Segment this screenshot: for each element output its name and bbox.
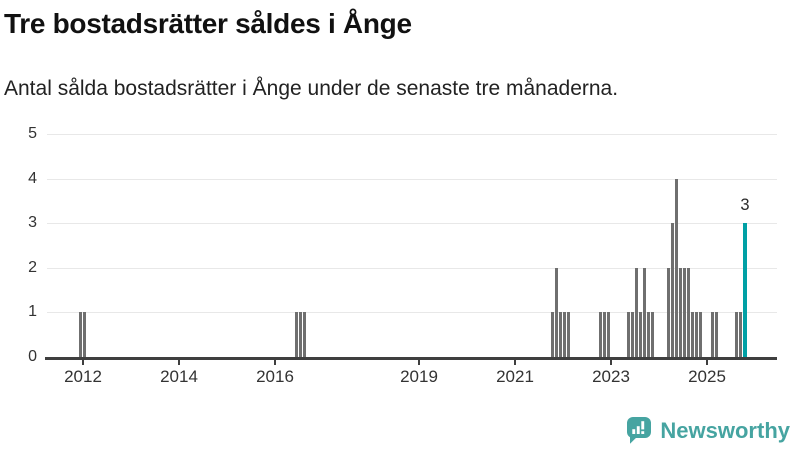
bar-value-label: 3 — [740, 196, 750, 215]
bar — [79, 312, 82, 357]
newsworthy-logo-icon — [627, 417, 652, 444]
y-gridline — [47, 134, 777, 135]
y-axis-label: 1 — [28, 303, 37, 321]
bar — [607, 312, 610, 357]
bar — [711, 312, 714, 357]
bar — [639, 312, 642, 357]
chart-subtitle: Antal sålda bostadsrätter i Ånge under d… — [4, 77, 619, 100]
y-gridline — [47, 312, 777, 314]
bar — [667, 267, 670, 357]
x-axis-tick — [82, 359, 84, 365]
bar — [699, 312, 702, 357]
y-axis-label: 3 — [28, 214, 37, 232]
y-gridline — [47, 223, 777, 225]
x-axis-label: 2019 — [400, 367, 438, 386]
bar — [671, 223, 674, 357]
bar — [303, 312, 306, 357]
x-axis-tick — [418, 359, 420, 365]
x-axis-line — [45, 357, 777, 360]
bar — [631, 312, 634, 357]
bar — [299, 312, 302, 357]
y-axis-label: 4 — [28, 169, 37, 187]
bar — [679, 267, 682, 357]
bar — [635, 267, 638, 357]
bar — [675, 178, 678, 357]
x-axis-tick — [706, 359, 708, 365]
x-axis-label: 2021 — [496, 367, 534, 386]
highlight-bar — [743, 223, 747, 357]
bar — [691, 312, 694, 357]
bar — [687, 267, 690, 357]
y-gridline — [47, 178, 777, 180]
bar — [627, 312, 630, 357]
x-axis-label: 2023 — [592, 367, 630, 386]
chart-title: Tre bostadsrätter såldes i Ånge — [4, 8, 412, 39]
bar — [715, 312, 718, 357]
bar — [695, 312, 698, 357]
x-axis-label: 2012 — [64, 367, 102, 386]
bar — [567, 312, 570, 357]
brand-footer: Newsworthy — [627, 417, 790, 444]
bar — [559, 312, 562, 357]
bar — [683, 267, 686, 357]
y-axis-label: 0 — [28, 348, 37, 365]
bar — [555, 267, 558, 357]
bar — [643, 267, 646, 357]
bar — [83, 312, 86, 357]
y-gridline — [47, 267, 777, 269]
bar — [735, 312, 738, 357]
x-axis-tick — [178, 359, 180, 365]
bar — [599, 312, 602, 357]
x-axis-tick — [514, 359, 516, 365]
y-axis-label: 5 — [28, 125, 37, 142]
bar — [651, 312, 654, 357]
bar — [603, 312, 606, 357]
x-axis-tick — [274, 359, 276, 365]
x-axis-tick — [610, 359, 612, 365]
bar — [563, 312, 566, 357]
brand-name: Newsworthy — [660, 417, 790, 443]
y-axis-label: 2 — [28, 258, 37, 276]
x-axis-label: 2014 — [160, 367, 198, 386]
bar — [739, 312, 742, 357]
bar — [647, 312, 650, 357]
x-axis-label: 2025 — [688, 367, 726, 386]
bar — [551, 312, 554, 357]
bar — [295, 312, 298, 357]
x-axis-label: 2016 — [256, 367, 294, 386]
